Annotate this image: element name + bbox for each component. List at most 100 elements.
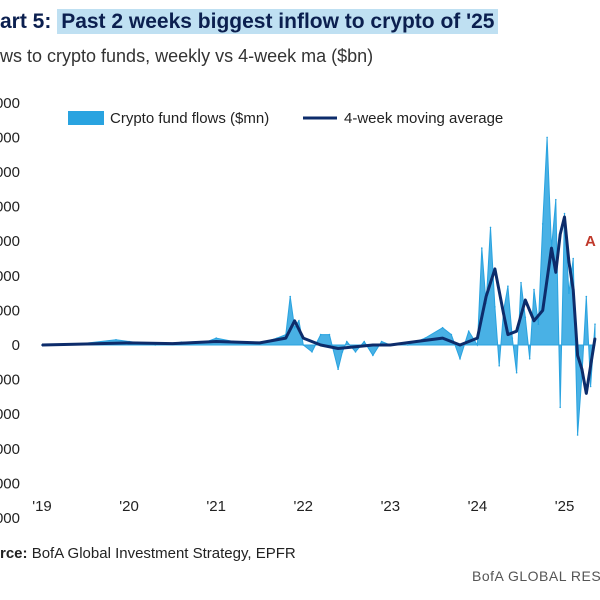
x-tick-label: '21 <box>206 498 226 515</box>
flows-point <box>372 354 374 357</box>
ma-point <box>563 216 566 218</box>
flows-point <box>341 351 344 353</box>
source-note: rce: BofA Global Investment Strategy, EP… <box>0 545 296 562</box>
flows-point <box>450 333 453 336</box>
ma-point <box>524 299 527 301</box>
flows-point <box>594 323 596 325</box>
x-tick-label: '23 <box>381 498 401 515</box>
flows-point <box>311 351 313 353</box>
flows-point <box>328 333 331 336</box>
ma-point <box>515 330 518 332</box>
y-tick-label: 000 <box>0 199 20 216</box>
flows-point <box>528 358 531 360</box>
flows-point <box>572 257 574 260</box>
flows-point <box>589 385 592 388</box>
chart-title-prefix: art 5: <box>0 10 58 33</box>
flows-point <box>489 226 492 229</box>
ma-point <box>84 343 87 345</box>
flows-point <box>337 368 339 371</box>
ma-point <box>258 342 261 344</box>
flows-point <box>507 285 509 287</box>
legend-swatch-flows <box>68 111 104 125</box>
chart-subtitle: ws to crypto funds, weekly vs 4-week ma … <box>0 46 374 66</box>
legend-label-ma: 4-week moving average <box>344 110 503 127</box>
ma-point <box>568 261 570 263</box>
x-tick-label: '22 <box>293 498 313 515</box>
x-tick-label: '20 <box>119 498 139 515</box>
flows-point <box>293 326 296 329</box>
ma-point <box>41 344 43 346</box>
ma-point <box>485 295 487 298</box>
ma-point <box>589 365 592 367</box>
ma-point <box>128 342 130 344</box>
flows-point <box>563 212 566 215</box>
ma-series <box>41 215 597 395</box>
flows-series <box>41 136 596 436</box>
flows-point <box>302 344 305 346</box>
legend-label-flows: Crypto fund flows ($mn) <box>110 110 269 127</box>
ma-point <box>285 337 287 339</box>
ma-point <box>441 337 444 339</box>
flows-point <box>346 340 348 343</box>
y-tick-label: 0 <box>12 337 20 354</box>
flows-point <box>537 323 540 325</box>
flows-point <box>555 198 557 201</box>
ma-point <box>494 268 496 270</box>
ma-point <box>354 345 357 348</box>
flows-area <box>41 137 596 436</box>
y-tick-label: 000 <box>0 475 20 492</box>
flows-point <box>363 340 366 343</box>
ma-point <box>372 344 374 346</box>
flows-point <box>520 281 522 284</box>
ma-point <box>581 368 583 371</box>
flows-point <box>459 358 461 360</box>
chart-svg: 0000000000000000000000000000000000000 '1… <box>0 95 597 527</box>
y-tick-label: 000 <box>0 164 20 181</box>
flows-point <box>424 337 427 339</box>
x-axis-ticks: '19 '20 '21 '22 '23 '24 '25 <box>32 498 574 515</box>
y-tick-label: 000 <box>0 95 20 112</box>
y-tick-label: 000 <box>0 372 20 389</box>
ma-point <box>415 340 418 343</box>
flows-point <box>380 340 383 343</box>
ma-point <box>319 344 322 346</box>
flows-point <box>215 337 217 339</box>
flows-point <box>441 326 444 329</box>
x-tick-label: '25 <box>555 498 575 515</box>
flows-point <box>354 351 357 353</box>
brand-footer: BofA GLOBAL RESE <box>472 568 600 584</box>
flows-point <box>494 306 496 308</box>
flows-point <box>515 371 518 374</box>
flows-point <box>481 247 483 249</box>
ma-point <box>594 337 596 339</box>
y-tick-label: 000 <box>0 233 20 250</box>
ma-point <box>507 333 509 336</box>
chart-title: art 5: Past 2 weeks biggest inflow to cr… <box>0 9 499 34</box>
ma-point <box>302 337 305 339</box>
x-tick-label: '19 <box>32 498 52 515</box>
source-text: BofA Global Investment Strategy, EPFR <box>27 545 296 562</box>
annotation-label: A <box>585 233 596 250</box>
ma-point <box>585 392 588 395</box>
flows-point <box>467 330 470 332</box>
ma-point <box>541 309 544 312</box>
ma-point <box>533 320 535 322</box>
ma-point <box>502 313 505 315</box>
flows-point <box>576 434 579 436</box>
y-axis-ticks: 0000000000000000000000000000000000000 <box>0 95 20 527</box>
flows-point <box>476 344 479 346</box>
flows-point <box>568 292 570 294</box>
ma-point <box>476 337 479 339</box>
ma-point <box>389 344 392 346</box>
y-tick-label: 000 <box>0 302 20 319</box>
ma-point <box>337 347 339 350</box>
flows-point <box>289 295 292 298</box>
y-tick-label: 000 <box>0 129 20 146</box>
flows-point <box>511 337 514 339</box>
ma-point <box>572 288 574 291</box>
y-tick-label: 000 <box>0 441 20 458</box>
ma-point <box>215 340 217 343</box>
chart-title-highlight: Past 2 weeks biggest inflow to crypto of… <box>57 9 499 34</box>
ma-point <box>171 342 174 345</box>
flows-point <box>585 295 588 298</box>
